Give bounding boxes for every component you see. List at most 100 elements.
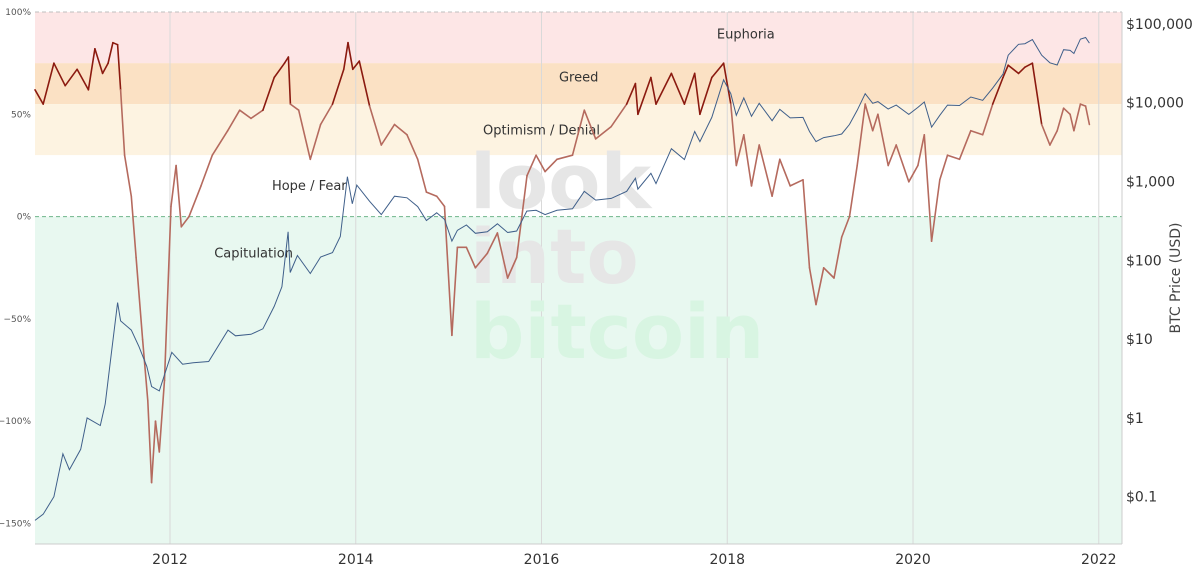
nupl-segment [150, 420, 157, 484]
nupl-segment [917, 134, 926, 167]
nupl-segment [848, 164, 859, 218]
nupl-segment [416, 158, 428, 193]
nupl-segment [871, 113, 879, 132]
nupl-segment [610, 103, 628, 128]
nupl-segment [750, 144, 761, 187]
y-right-tick-label: $10 [1126, 332, 1153, 348]
nupl-segment [981, 103, 994, 136]
nupl-segment [287, 56, 292, 105]
zone-band-hope-fear [35, 155, 1122, 217]
nupl-segment [200, 154, 214, 187]
nupl-segment [358, 60, 371, 107]
zone-label-hope-fear: Hope / Fear [272, 179, 347, 194]
nupl-segment [319, 103, 334, 126]
nupl-segment [625, 82, 637, 105]
nupl-segment [188, 185, 202, 218]
nupl-segment [76, 68, 90, 91]
nupl-segment [342, 41, 349, 71]
nupl-segment [250, 109, 264, 120]
nupl-segment [742, 134, 753, 187]
nupl-segment [119, 89, 126, 156]
nupl-segment [864, 103, 874, 132]
nupl-segment [101, 62, 109, 75]
x-tick-label: 2014 [338, 552, 374, 568]
nupl-segment [435, 195, 446, 208]
nupl-segment [634, 82, 639, 116]
nupl-segment [474, 252, 489, 269]
nupl-segment [406, 134, 419, 161]
nupl-segment [969, 129, 984, 136]
nupl-segment [443, 205, 453, 337]
nupl-segment [887, 144, 898, 167]
zone-band-euphoria [35, 12, 1122, 64]
zone-band-greed [35, 63, 1122, 105]
nupl-segment [1056, 107, 1065, 132]
watermark-text: look [470, 137, 652, 226]
nupl-segment [802, 179, 811, 269]
nupl-segment [571, 109, 586, 156]
nupl-segment [289, 103, 300, 111]
nupl-segment [833, 236, 843, 279]
x-tick-label: 2018 [709, 552, 745, 568]
nupl-segment [486, 232, 499, 255]
nupl-segment [64, 68, 78, 87]
nupl-segment [735, 134, 745, 167]
nupl-segment [693, 72, 701, 116]
nupl-segment [535, 154, 546, 173]
nupl-segment [123, 154, 133, 197]
y-right-tick-label: $0.1 [1126, 490, 1157, 506]
zone-bands [35, 12, 1122, 544]
nupl-segment [163, 205, 172, 382]
zone-label-euphoria: Euphoria [717, 28, 775, 43]
nupl-segment [710, 62, 725, 79]
nupl-segment [297, 109, 312, 161]
nupl-segment [808, 266, 817, 306]
nupl-segment [147, 399, 153, 484]
nupl-segment [238, 109, 252, 120]
nupl-segment [331, 68, 345, 105]
nupl-segment [154, 420, 161, 453]
nupl-segment [130, 195, 137, 259]
nupl-segment [655, 72, 673, 105]
nupl-segment [107, 41, 114, 65]
y-left-tick-label: 0% [17, 213, 32, 223]
nupl-segment [170, 164, 177, 208]
nupl-segment [683, 72, 696, 105]
nupl-segment [309, 123, 322, 161]
nupl-segment [815, 266, 825, 306]
nupl-segment [938, 154, 949, 181]
nupl-segment [1017, 66, 1026, 75]
axes: 100% 50% 0% −50% −100% −150% $100,000 $10,000 $1… [0, 8, 1193, 568]
nupl-segment [506, 256, 518, 279]
nupl-segment [175, 164, 183, 228]
x-tick-label: 2020 [895, 552, 931, 568]
zone-band-capitulation [35, 216, 1122, 544]
y-right-tick-label: $1 [1126, 411, 1144, 427]
nupl-segment [226, 109, 241, 132]
y-right-tick-label: $1,000 [1126, 174, 1175, 190]
y-right-tick-label: $100 [1126, 253, 1162, 269]
nupl-segment [87, 47, 96, 91]
nupl-segment [368, 105, 383, 146]
nupl-segment [393, 123, 408, 136]
nupl-segment [496, 232, 509, 279]
nupl-segment [425, 191, 438, 197]
zone-label-optimism-denial: Optimism / Denial [483, 124, 600, 139]
y-right-tick-label: $100,000 [1126, 17, 1193, 33]
nupl-segment [789, 179, 804, 187]
nupl-segment [1084, 105, 1091, 126]
x-tick-label: 2022 [1081, 552, 1117, 568]
nupl-segment [946, 154, 961, 161]
nupl-segment [526, 154, 537, 177]
y-left-tick-label: −150% [0, 520, 31, 530]
nupl-segment [637, 76, 652, 116]
grid-lines [35, 11, 1122, 544]
nupl-segment [451, 246, 459, 337]
nupl-segment [135, 256, 144, 341]
nupl-segment [699, 76, 713, 116]
nupl-segment [722, 62, 732, 105]
nupl-segment [1007, 64, 1020, 75]
nupl-segment [544, 158, 558, 173]
nupl-segment [465, 246, 477, 269]
